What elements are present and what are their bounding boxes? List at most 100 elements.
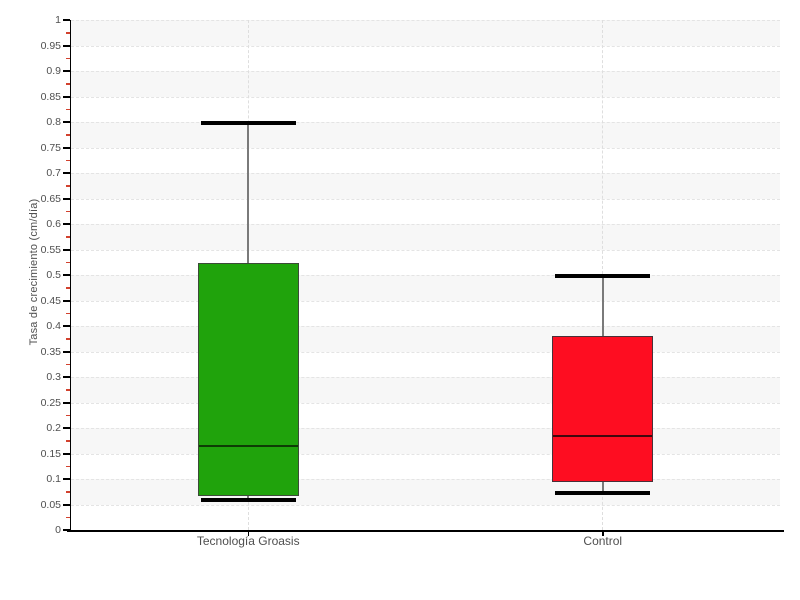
y-minor-tick	[66, 32, 70, 34]
y-minor-tick	[66, 185, 70, 187]
grid-band	[71, 326, 780, 352]
grid-band	[71, 224, 780, 250]
y-tick-label: 0.45	[40, 294, 61, 307]
y-tick-label: 0.5	[46, 269, 61, 281]
y-tick	[63, 503, 70, 506]
y-tick	[63, 325, 70, 327]
grid-band	[71, 479, 780, 505]
grid-band	[71, 275, 780, 301]
y-tick-label: 1	[55, 14, 61, 26]
whisker-stem-lower	[601, 481, 604, 492]
grid-band	[71, 249, 780, 275]
y-minor-tick	[66, 159, 70, 162]
grid-band	[71, 198, 780, 224]
whisker-stem-lower	[247, 495, 250, 500]
median-line	[198, 444, 298, 447]
y-tick	[63, 248, 70, 251]
y-tick-label: 0	[55, 524, 61, 536]
box	[552, 336, 654, 482]
y-tick-label: 0.7	[46, 167, 61, 179]
y-tick	[63, 478, 70, 480]
y-minor-tick	[66, 57, 70, 60]
y-tick	[63, 452, 70, 455]
y-minor-tick	[66, 287, 70, 289]
y-tick	[63, 70, 70, 72]
y-tick-label: 0.1	[46, 473, 61, 485]
y-tick-label: 0.95	[40, 39, 61, 52]
y-tick	[63, 376, 70, 378]
x-tick	[602, 530, 604, 536]
plot-area	[71, 20, 780, 530]
y-tick-label: 0.2	[46, 422, 61, 434]
grid-band	[71, 20, 780, 46]
y-tick-label: 0.35	[40, 345, 61, 358]
y-tick-label: 0.75	[40, 141, 61, 154]
grid-band	[71, 351, 780, 377]
y-minor-tick	[66, 465, 70, 468]
y-minor-tick	[66, 108, 70, 111]
grid-band	[71, 504, 780, 530]
y-tick-label: 0.15	[40, 447, 61, 460]
y-minor-tick	[66, 236, 70, 238]
y-minor-tick	[66, 440, 70, 442]
y-tick-label: 0.3	[46, 371, 61, 383]
y-tick	[63, 401, 70, 404]
y-tick	[63, 19, 70, 21]
whisker-cap-max	[555, 274, 651, 278]
y-axis-line	[69, 20, 71, 532]
y-minor-tick	[66, 491, 70, 493]
y-tick-label: 0.25	[40, 396, 61, 409]
y-minor-tick	[66, 363, 70, 366]
box	[197, 263, 299, 496]
category-label: Tecnología Groasis	[196, 534, 300, 548]
y-tick-label: 0.05	[40, 498, 61, 511]
grid-band	[71, 173, 780, 199]
y-tick-label: 0.4	[46, 320, 61, 332]
y-tick-label: 0.55	[40, 243, 61, 256]
y-minor-tick	[66, 414, 70, 417]
whisker-cap-min	[555, 490, 651, 495]
y-minor-tick	[66, 389, 70, 391]
grid-band	[71, 122, 780, 148]
grid-band	[71, 147, 780, 173]
grid-band	[71, 96, 780, 122]
median-line	[553, 434, 653, 437]
y-minor-tick	[66, 338, 70, 340]
y-tick	[63, 274, 70, 276]
y-minor-tick	[66, 261, 70, 264]
x-axis-line	[67, 529, 784, 532]
y-minor-tick	[66, 210, 70, 213]
y-minor-tick	[66, 516, 70, 519]
y-minor-tick	[66, 134, 70, 136]
grid-band	[71, 402, 780, 428]
grid-band	[71, 453, 780, 479]
whisker-stem-upper	[247, 122, 250, 264]
y-tick	[63, 146, 70, 149]
y-tick	[63, 427, 70, 429]
y-tick-label: 0.8	[46, 116, 61, 128]
y-tick-label: 0.65	[40, 192, 61, 205]
y-tick	[63, 44, 70, 47]
category-label: Control	[583, 534, 623, 548]
y-tick	[63, 121, 70, 123]
x-tick	[247, 530, 249, 536]
y-tick	[63, 172, 70, 174]
y-minor-tick	[66, 83, 70, 85]
y-tick	[63, 299, 70, 302]
y-tick	[63, 350, 70, 353]
whisker-cap-max	[200, 121, 296, 125]
y-minor-tick	[66, 312, 70, 315]
whisker-cap-min	[200, 498, 296, 503]
grid-band	[71, 71, 780, 97]
grid-band	[71, 428, 780, 454]
y-tick	[63, 529, 70, 531]
y-tick-label: 0.85	[40, 90, 61, 103]
y-tick-label: 0.9	[46, 65, 61, 77]
whisker-stem-upper	[601, 275, 604, 337]
grid-band	[71, 377, 780, 403]
y-tick	[63, 197, 70, 200]
grid-band	[71, 300, 780, 326]
y-tick	[63, 95, 70, 98]
y-tick	[63, 223, 70, 225]
